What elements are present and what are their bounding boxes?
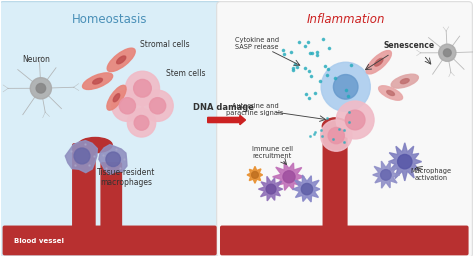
Polygon shape bbox=[389, 143, 421, 181]
FancyBboxPatch shape bbox=[2, 226, 217, 255]
Circle shape bbox=[439, 44, 456, 61]
Circle shape bbox=[283, 171, 295, 183]
Circle shape bbox=[381, 170, 391, 180]
Ellipse shape bbox=[322, 118, 348, 134]
Polygon shape bbox=[258, 176, 283, 201]
Text: Cytokine and
SASP release: Cytokine and SASP release bbox=[235, 37, 279, 50]
Polygon shape bbox=[292, 175, 320, 202]
Polygon shape bbox=[373, 161, 400, 188]
Ellipse shape bbox=[78, 137, 112, 153]
Circle shape bbox=[119, 98, 136, 114]
Text: Tissue-resident
macrophages: Tissue-resident macrophages bbox=[97, 168, 155, 187]
Circle shape bbox=[328, 127, 344, 144]
Text: Immune cell
recruitment: Immune cell recruitment bbox=[252, 146, 293, 159]
Polygon shape bbox=[273, 162, 304, 190]
FancyBboxPatch shape bbox=[72, 143, 96, 232]
Text: Blood vessel: Blood vessel bbox=[14, 238, 64, 244]
Circle shape bbox=[301, 183, 313, 195]
FancyArrow shape bbox=[208, 115, 246, 125]
Text: Autocrine and
paracrine signals: Autocrine and paracrine signals bbox=[226, 103, 283, 116]
Circle shape bbox=[321, 62, 370, 112]
Circle shape bbox=[398, 154, 412, 169]
FancyBboxPatch shape bbox=[217, 2, 473, 257]
Text: Stem cells: Stem cells bbox=[166, 69, 206, 78]
Polygon shape bbox=[99, 145, 127, 175]
Text: Stromal cells: Stromal cells bbox=[140, 40, 190, 49]
Text: Macrophage
activation: Macrophage activation bbox=[410, 168, 451, 181]
Ellipse shape bbox=[107, 48, 135, 72]
Circle shape bbox=[333, 75, 358, 99]
Circle shape bbox=[320, 120, 352, 151]
Circle shape bbox=[266, 184, 276, 194]
Circle shape bbox=[142, 90, 173, 121]
Circle shape bbox=[336, 101, 374, 139]
Circle shape bbox=[74, 148, 90, 164]
Circle shape bbox=[149, 98, 166, 114]
Polygon shape bbox=[247, 166, 263, 183]
FancyBboxPatch shape bbox=[322, 124, 347, 232]
Text: DNA damage: DNA damage bbox=[193, 103, 254, 112]
FancyBboxPatch shape bbox=[100, 162, 122, 232]
Text: Senescence: Senescence bbox=[384, 41, 435, 50]
FancyBboxPatch shape bbox=[220, 226, 469, 255]
Ellipse shape bbox=[82, 73, 113, 89]
Text: Homeostasis: Homeostasis bbox=[72, 13, 147, 25]
Polygon shape bbox=[65, 141, 97, 173]
Ellipse shape bbox=[366, 51, 392, 74]
Circle shape bbox=[252, 171, 258, 178]
Ellipse shape bbox=[401, 79, 409, 84]
Circle shape bbox=[126, 71, 159, 105]
Circle shape bbox=[106, 152, 120, 167]
Ellipse shape bbox=[387, 90, 394, 96]
Circle shape bbox=[36, 84, 46, 93]
Circle shape bbox=[112, 90, 143, 121]
Circle shape bbox=[134, 115, 149, 130]
Ellipse shape bbox=[117, 56, 126, 64]
Ellipse shape bbox=[113, 94, 120, 102]
Ellipse shape bbox=[374, 58, 383, 66]
Ellipse shape bbox=[391, 74, 419, 88]
Circle shape bbox=[134, 79, 151, 97]
Circle shape bbox=[346, 110, 365, 130]
Text: Inflammation: Inflammation bbox=[307, 13, 385, 25]
FancyBboxPatch shape bbox=[0, 2, 222, 257]
Ellipse shape bbox=[93, 78, 102, 84]
Ellipse shape bbox=[379, 86, 402, 100]
Text: Neuron: Neuron bbox=[22, 55, 50, 64]
Circle shape bbox=[30, 78, 52, 99]
Circle shape bbox=[444, 49, 451, 57]
Circle shape bbox=[128, 109, 156, 137]
Ellipse shape bbox=[107, 85, 126, 110]
